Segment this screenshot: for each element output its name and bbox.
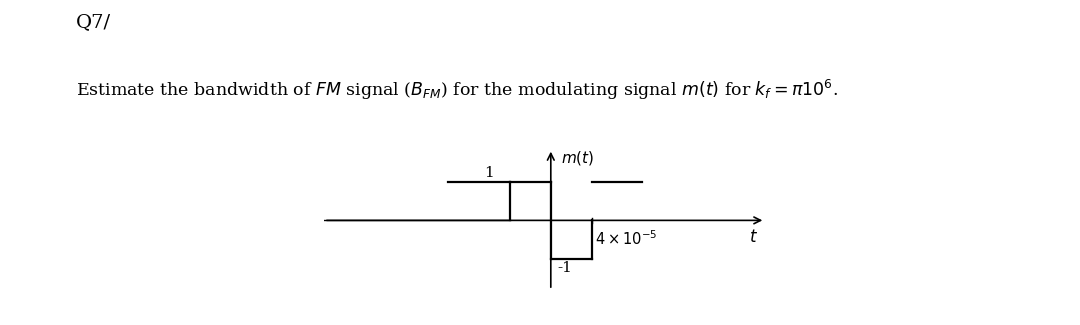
Text: $\mathit{m(t)}$: $\mathit{m(t)}$ [562, 149, 594, 167]
Text: -1: -1 [557, 261, 572, 275]
Text: Estimate the bandwidth of $\mathit{FM}$ signal ($B_{\mathit{FM}}$) for the modul: Estimate the bandwidth of $\mathit{FM}$ … [76, 78, 838, 102]
Text: $4\times10^{-5}$: $4\times10^{-5}$ [595, 229, 657, 248]
Text: $\mathit{t}$: $\mathit{t}$ [748, 229, 758, 246]
Text: Q7/: Q7/ [76, 13, 111, 31]
Text: 1: 1 [484, 166, 494, 180]
